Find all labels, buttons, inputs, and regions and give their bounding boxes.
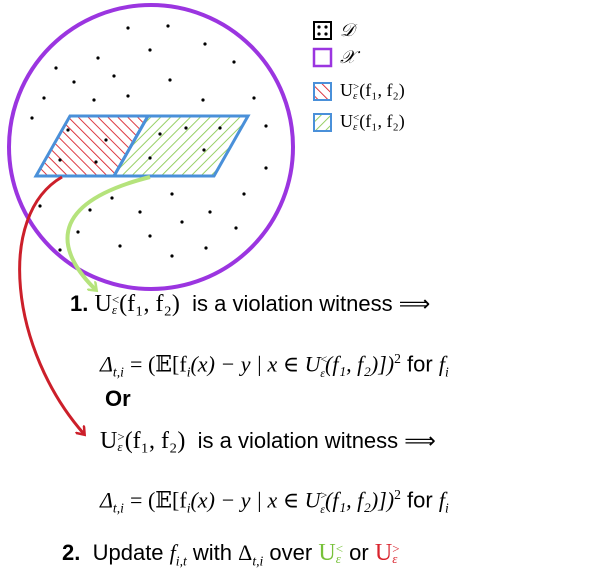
data-points <box>30 24 268 258</box>
step2-delta-sub: t,i <box>252 553 264 569</box>
step1b-formula-f: f <box>438 487 445 513</box>
step1b-formula: Δt,i = (𝔼[fi(x) − y | x ∈ U>ε(f₁, f₂)])2… <box>100 487 449 516</box>
step2-with-text: with <box>192 540 233 565</box>
legend-u-greater-label: U > ε (f₁, f₂) <box>340 80 405 101</box>
legend-u-greater-box-icon <box>313 82 332 101</box>
step1-formula-for: for <box>407 351 433 377</box>
step1b-formula-args: (f₁, f₂)]) <box>325 487 395 513</box>
legend-u-less-args: (f₁, f₂) <box>359 111 405 131</box>
legend-u-less-scripts: < ε <box>353 111 360 133</box>
step2-u-less-letter: U <box>318 540 336 566</box>
legend-x-symbol: 𝒳 <box>340 47 356 67</box>
legend-u-greater-sup: > <box>353 80 360 93</box>
step1b-set: U > ε (f₁, f₂) <box>100 428 185 454</box>
step2-u-less-scripts: < ε <box>335 541 344 567</box>
step2-u-greater-sup: > <box>392 541 400 557</box>
step2-delta: Δ <box>238 540 253 565</box>
legend-u-less-box-icon <box>313 113 332 132</box>
step2-line: 2. Update fi,t with Δt,i over U < ε or U > ε <box>62 540 400 574</box>
legend-d-box-icon <box>313 21 332 40</box>
step1b-set-scripts: > ε <box>117 429 125 455</box>
step1b-formula-lhs-sub: t,i <box>112 500 124 516</box>
step1b-set-args: (f₁, f₂) <box>124 428 186 454</box>
legend-x-label: 𝒳 <box>340 47 355 67</box>
step1-formula-args: (f₁, f₂)]) <box>325 351 395 377</box>
step2-u-less-sub: ε <box>335 551 341 567</box>
legend-u-greater-scripts: > ε <box>353 80 360 102</box>
step2-or-text: or <box>349 540 369 565</box>
step1b-set-letter: U <box>100 428 118 454</box>
legend-u-greater-letter: U <box>340 80 353 100</box>
step1b-formula-body: = (𝔼[f <box>130 487 187 513</box>
step1-formula-lhs: Δ <box>100 351 113 377</box>
legend-icons <box>312 21 333 132</box>
step1-formula-sq: 2 <box>394 351 401 366</box>
legend-u-greater-args: (f₁, f₂) <box>359 80 405 100</box>
legend-u-less-sup: < <box>353 111 360 124</box>
step1b-formula-lhs: Δ <box>100 487 113 513</box>
step1-formula: Δt,i = (𝔼[fi(x) − y | x ∈ U<ε(f₁, f₂)])2… <box>100 351 449 380</box>
legend-x-box-icon <box>312 47 333 68</box>
step1-formula-body: = (𝔼[f <box>130 351 187 377</box>
step1-phrase: is a violation witness ⟹ <box>192 291 431 316</box>
step1-formula-mid: (x) − y | x ∈ U <box>190 351 321 377</box>
step1b-formula-f-sub: i <box>444 500 449 516</box>
green-arrow <box>65 175 151 290</box>
step2-f: f <box>169 540 176 565</box>
legend-d-label: 𝒟 <box>340 20 354 40</box>
step1-formula-lhs-sub: t,i <box>112 364 124 380</box>
step1-set-sup: < <box>111 292 120 308</box>
step1b-set-sup: > <box>117 429 125 445</box>
step1-formula-f-sub: i <box>444 364 449 380</box>
step1b-formula-sq: 2 <box>394 487 401 502</box>
step1b-formula-for: for <box>407 487 433 513</box>
step2-u-greater: U > ε <box>375 540 400 566</box>
legend-u-less-sub: ε <box>353 120 358 133</box>
or-label: Or <box>105 386 131 411</box>
step1b-formula-mid: (x) − y | x ∈ U <box>190 487 321 513</box>
step1-set-letter: U <box>94 291 112 317</box>
step1-set-args: (f₁, f₂) <box>119 291 180 317</box>
step1-line: 1. U < ε (f₁, f₂) is a violation witness ⟹ <box>70 291 430 317</box>
step1-number: 1. <box>70 291 89 316</box>
step2-u-less-sup: < <box>335 541 344 557</box>
step2-u-greater-sub: ε <box>392 551 398 567</box>
step1-set-sub: ε <box>111 302 117 318</box>
step1b-set-sub: ε <box>117 439 123 455</box>
domain-x-circle <box>7 3 295 291</box>
step1b-line: U > ε (f₁, f₂) is a violation witness ⟹ <box>100 428 436 454</box>
step2-u-greater-scripts: > ε <box>392 541 400 567</box>
red-arrow <box>18 175 84 434</box>
step2-over-text: over <box>269 540 313 565</box>
step2-u-greater-letter: U <box>374 540 393 566</box>
legend-u-less-label: U < ε (f₁, f₂) <box>340 111 405 132</box>
step1-set: U < ε (f₁, f₂) <box>94 291 179 317</box>
step2-update-text: Update <box>92 540 164 565</box>
step1-set-scripts: < ε <box>111 292 120 318</box>
step2-number: 2. <box>62 540 81 565</box>
legend-d-symbol: 𝒟 <box>340 20 355 40</box>
step1b-phrase: is a violation witness ⟹ <box>197 428 436 453</box>
region-u-less <box>111 114 251 178</box>
step2-f-sub: i,t <box>175 553 187 569</box>
legend-u-greater-sub: ε <box>353 89 358 102</box>
step2-u-less: U < ε <box>318 540 343 566</box>
legend-u-less-letter: U <box>340 111 353 131</box>
step1-formula-f: f <box>438 351 445 377</box>
